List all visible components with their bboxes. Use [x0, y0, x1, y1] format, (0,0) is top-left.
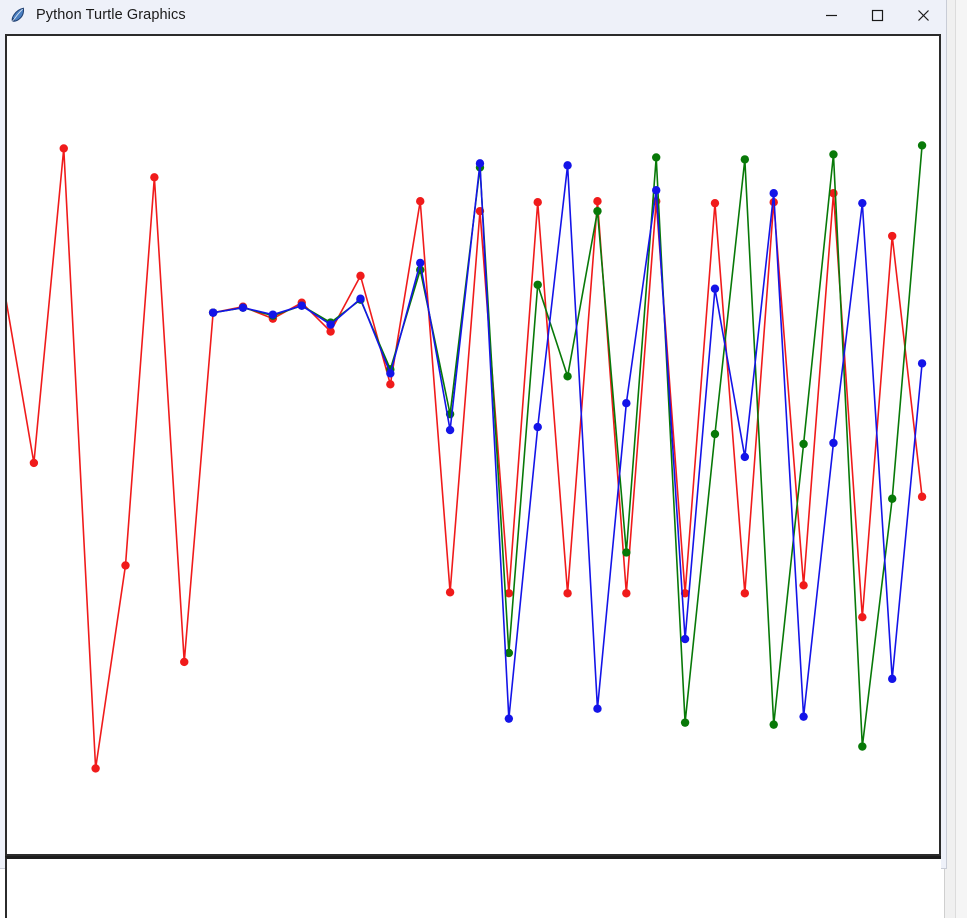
data-point-marker	[799, 581, 808, 590]
data-point-marker	[386, 380, 395, 389]
series-red	[7, 144, 927, 773]
data-point-marker	[180, 657, 189, 667]
data-point-marker	[563, 589, 572, 598]
data-point-marker	[326, 327, 335, 336]
data-point-marker	[416, 258, 425, 268]
minimize-icon	[825, 14, 837, 16]
data-point-marker	[829, 438, 838, 448]
series-line	[212, 163, 923, 719]
data-point-marker	[710, 429, 720, 439]
data-point-marker	[356, 271, 365, 281]
data-point-marker	[208, 308, 218, 317]
data-point-marker	[917, 141, 927, 150]
data-point-marker	[593, 704, 602, 713]
close-button[interactable]	[900, 0, 946, 30]
series-line	[212, 145, 923, 747]
data-point-marker	[888, 674, 897, 684]
data-point-marker	[59, 144, 68, 153]
data-point-marker	[268, 310, 278, 319]
series-line	[7, 148, 923, 769]
data-point-marker	[769, 720, 778, 729]
turtle-graphics-window: Python Turtle Graphics	[0, 0, 946, 918]
data-point-marker	[533, 197, 542, 207]
series-green	[208, 141, 927, 751]
series-layer	[7, 141, 927, 773]
data-point-marker	[238, 303, 248, 312]
data-point-marker	[29, 458, 39, 468]
window-controls	[808, 0, 946, 30]
data-point-marker	[740, 155, 750, 164]
data-point-marker	[710, 198, 720, 208]
data-point-marker	[680, 718, 690, 727]
data-point-marker	[563, 161, 572, 170]
close-icon	[917, 9, 929, 21]
data-point-marker	[475, 159, 485, 168]
data-point-marker	[710, 284, 720, 293]
data-point-marker	[445, 588, 455, 597]
data-point-marker	[445, 425, 455, 435]
data-point-marker	[504, 714, 514, 723]
data-point-marker	[740, 452, 750, 462]
data-point-marker	[150, 173, 159, 182]
data-point-marker	[356, 294, 365, 303]
data-point-marker	[416, 196, 425, 206]
canvas-bottom-pane	[5, 856, 941, 918]
data-point-marker	[829, 150, 838, 159]
data-point-marker	[740, 589, 750, 598]
data-point-marker	[504, 648, 514, 658]
feather-icon	[11, 7, 25, 22]
title-bar[interactable]: Python Turtle Graphics	[0, 0, 946, 30]
background-scrollbar[interactable]	[955, 0, 967, 918]
data-point-marker	[622, 548, 631, 557]
data-point-marker	[622, 589, 631, 598]
data-point-marker	[858, 198, 867, 208]
data-point-marker	[91, 764, 100, 773]
maximize-button[interactable]	[854, 0, 900, 30]
data-point-marker	[652, 153, 661, 162]
data-point-marker	[888, 494, 897, 503]
data-point-marker	[769, 189, 778, 198]
data-point-marker	[888, 231, 897, 241]
data-point-marker	[593, 206, 602, 216]
data-point-marker	[858, 742, 867, 751]
series-blue	[208, 159, 927, 723]
window-title: Python Turtle Graphics	[36, 7, 186, 23]
maximize-icon	[871, 9, 883, 21]
data-point-marker	[121, 561, 130, 570]
data-point-marker	[533, 422, 542, 432]
data-point-marker	[326, 320, 335, 329]
data-point-marker	[917, 359, 927, 368]
data-point-marker	[799, 712, 808, 721]
data-point-marker	[622, 399, 631, 408]
data-point-marker	[593, 196, 602, 206]
data-point-marker	[652, 186, 661, 195]
data-point-marker	[799, 439, 808, 449]
minimize-button[interactable]	[808, 0, 854, 30]
data-point-marker	[563, 372, 572, 381]
data-point-marker	[858, 612, 867, 622]
data-point-marker	[386, 369, 395, 378]
data-point-marker	[504, 589, 514, 598]
data-point-marker	[917, 492, 927, 501]
data-point-marker	[533, 280, 542, 289]
data-point-marker	[297, 301, 306, 310]
turtle-canvas[interactable]	[5, 34, 941, 856]
line-chart	[7, 141, 927, 773]
data-point-marker	[680, 634, 690, 644]
